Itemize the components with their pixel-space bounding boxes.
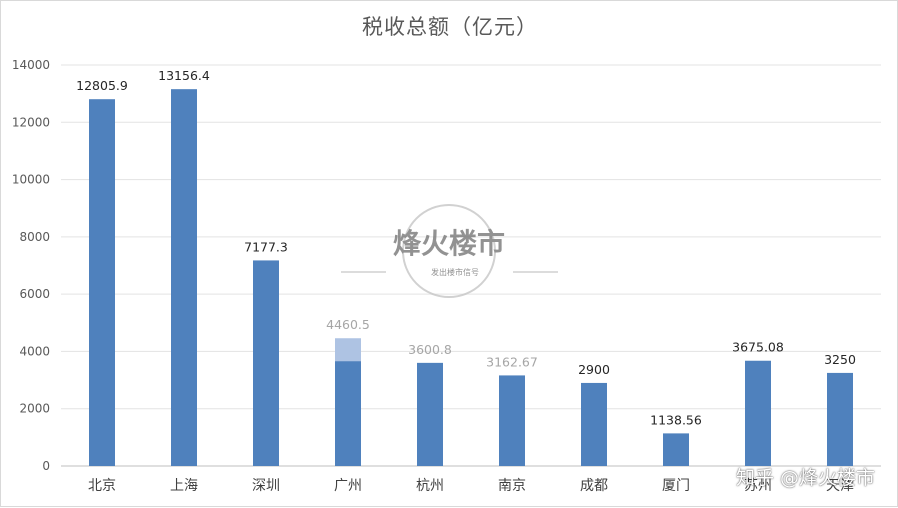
bar (253, 260, 279, 466)
data-labels: 12805.9 13156.4 7177.3 4460.5 3600.8 3162.67 2… (76, 68, 856, 427)
bar (335, 361, 361, 466)
y-axis-ticks: 0 2000 4000 6000 8000 10000 12000 14000 (12, 58, 50, 473)
bar (499, 375, 525, 466)
x-category-label: 厦门 (662, 478, 690, 494)
x-category-label: 苏州 (744, 478, 772, 494)
y-tick-label: 0 (42, 459, 50, 473)
y-tick-label: 2000 (19, 402, 50, 416)
y-tick-label: 4000 (19, 344, 50, 358)
bar (581, 382, 607, 466)
credit-watermark: 知乎 @烽火楼市 (735, 467, 875, 489)
y-tick-label: 10000 (12, 173, 50, 187)
data-label: 3675.08 (732, 340, 784, 355)
bar (827, 372, 853, 466)
bar (89, 99, 115, 466)
bar (171, 89, 197, 466)
bars (89, 89, 853, 466)
watermark-small-text: 发出楼市信号 (431, 267, 479, 277)
bar-overlay (335, 338, 361, 362)
x-axis-categories: 北京 上海 深圳 广州 杭州 南京 成都 厦门 苏州 天津 (88, 478, 854, 494)
data-label: 7177.3 (244, 239, 288, 254)
y-tick-label: 12000 (12, 115, 50, 129)
data-label: 13156.4 (158, 68, 210, 83)
x-category-label: 天津 (826, 478, 854, 494)
data-label: 3250 (824, 352, 856, 367)
x-category-label: 深圳 (252, 478, 280, 494)
x-category-label: 上海 (170, 478, 198, 494)
x-category-label: 南京 (498, 478, 526, 494)
data-label: 1138.56 (650, 412, 702, 427)
data-label: 4460.5 (326, 317, 370, 332)
watermark-text: 烽火楼市 (393, 227, 505, 260)
grid-lines (61, 64, 881, 467)
data-label: 2900 (578, 362, 610, 377)
y-tick-label: 6000 (19, 287, 50, 301)
watermark-logo: 烽火楼市 发出楼市信号 (341, 204, 558, 298)
data-label: 3162.67 (486, 354, 538, 369)
y-tick-label: 14000 (12, 58, 50, 72)
data-label: 3600.8 (408, 342, 452, 357)
chart-title: 税收总额（亿元） (362, 15, 538, 39)
x-category-label: 广州 (334, 478, 362, 494)
bar (417, 362, 443, 466)
x-category-label: 杭州 (416, 478, 444, 494)
data-label: 12805.9 (76, 78, 128, 93)
x-category-label: 成都 (580, 478, 608, 494)
bar (663, 433, 689, 466)
y-tick-label: 8000 (19, 230, 50, 244)
x-category-label: 北京 (88, 478, 116, 494)
bar (745, 360, 771, 466)
